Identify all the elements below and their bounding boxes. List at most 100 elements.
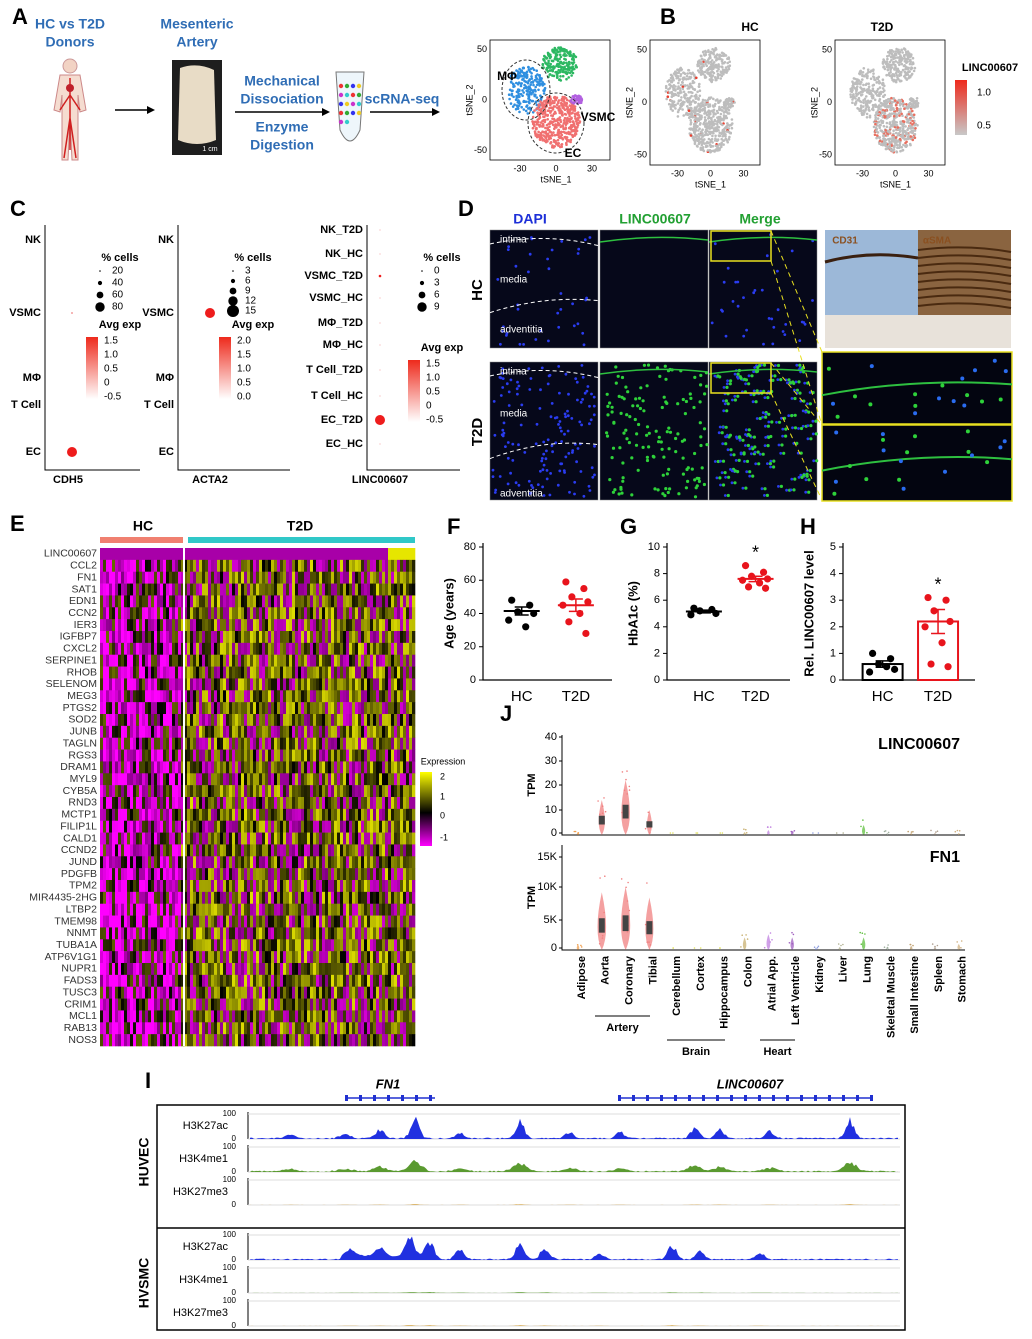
legend-size-dot: [97, 280, 103, 286]
cell-dot: [546, 113, 550, 117]
heat-cell: [268, 654, 272, 667]
cell-dot: [895, 150, 899, 154]
cell-dot: [906, 57, 910, 60]
heat-cell: [229, 595, 233, 608]
heat-cell: [385, 571, 389, 584]
label: adventitia: [500, 489, 543, 500]
heat-cell: [292, 559, 296, 573]
heat-cell: [316, 548, 320, 561]
label: Artery: [176, 34, 217, 50]
heat-cell: [163, 559, 167, 573]
cell-dot: [521, 89, 524, 92]
heat-cell: [151, 583, 155, 596]
heat-cell: [226, 666, 230, 679]
nucleus: [558, 426, 562, 430]
heat-cell: [232, 595, 236, 608]
heat-cell: [385, 631, 389, 644]
cell-dot: [570, 74, 573, 77]
cell-dot: [678, 87, 682, 90]
heat-cell: [277, 607, 281, 620]
cell-dot: [869, 77, 873, 80]
label: -50: [474, 145, 487, 155]
heat-cell: [298, 642, 302, 656]
heat-cell: [118, 583, 122, 596]
cell-dot: [903, 74, 907, 77]
cell-dot: [881, 87, 885, 90]
heat-cell: [349, 571, 353, 584]
zoom-image: [821, 424, 1013, 502]
heat-cell: [103, 607, 107, 620]
heat-cell: [160, 619, 164, 632]
heat-cell: [160, 559, 164, 573]
nucleus: [764, 436, 768, 439]
heat-cell: [313, 619, 317, 632]
heat-cell: [277, 642, 281, 656]
heat-cell: [220, 654, 224, 667]
nucleus: [802, 321, 806, 324]
nucleus: [781, 434, 784, 438]
heat-cell: [406, 595, 410, 608]
heat-cell: [259, 595, 263, 608]
cell-dot: [679, 89, 682, 92]
cell-dot: [894, 131, 898, 135]
cell-dot: [849, 95, 853, 99]
cell-dot: [720, 54, 724, 57]
cell-dot: [539, 124, 542, 127]
cell-dot: [715, 78, 718, 82]
signal: [685, 467, 689, 472]
cell-dot: [718, 57, 721, 61]
heat-cell: [277, 619, 281, 632]
heat-cell: [232, 666, 236, 679]
heat-cell: [316, 678, 320, 691]
signal: [662, 395, 666, 399]
heat-cell: [169, 631, 173, 644]
cell-dot: [720, 106, 724, 109]
cell-dot: [714, 112, 717, 116]
heat-cell: [238, 607, 242, 620]
heat-cell: [304, 678, 308, 691]
heat-cell: [397, 631, 401, 644]
cell-dot: [571, 133, 574, 137]
heat-cell: [118, 559, 122, 573]
heat-cell: [406, 678, 410, 691]
heat-cell: [256, 559, 260, 573]
signal: [725, 409, 729, 413]
heat-cell: [412, 631, 416, 644]
heat-cell: [370, 571, 374, 584]
heat-cell: [139, 666, 143, 679]
cell-dot: [851, 98, 854, 101]
heat-cell: [385, 548, 389, 561]
heat-cell: [388, 607, 392, 620]
heat-cell: [256, 631, 260, 644]
nucleus: [576, 322, 580, 326]
nucleus: [527, 270, 530, 274]
heat-cell: [136, 702, 140, 715]
label: -50: [634, 149, 647, 159]
signal: [612, 421, 616, 425]
heat-cell: [262, 654, 266, 667]
nucleus: [586, 385, 590, 388]
heat-cell: [250, 654, 254, 667]
cell-dot: [557, 101, 560, 105]
nucleus: [559, 308, 563, 311]
heat-cell: [112, 607, 116, 620]
heat-cell: [112, 666, 116, 679]
cell-dot: [561, 95, 564, 99]
heat-cell: [232, 607, 236, 620]
heat-cell: [112, 678, 116, 691]
heat-cell: [391, 642, 395, 656]
heat-cell: [115, 666, 119, 679]
heat-cell: [376, 631, 380, 644]
heat-cell: [322, 571, 326, 584]
cell-dot: [542, 92, 546, 95]
heat-cell: [217, 619, 221, 632]
cell-dot: [698, 82, 701, 86]
heat-cell: [241, 583, 245, 596]
heat-cell: [379, 619, 383, 632]
heat-cell: [304, 571, 308, 584]
heat-cell: [136, 583, 140, 596]
heat-cell: [145, 690, 149, 703]
cell-dot: [725, 68, 729, 71]
signal: [992, 358, 997, 363]
signal: [758, 416, 762, 421]
